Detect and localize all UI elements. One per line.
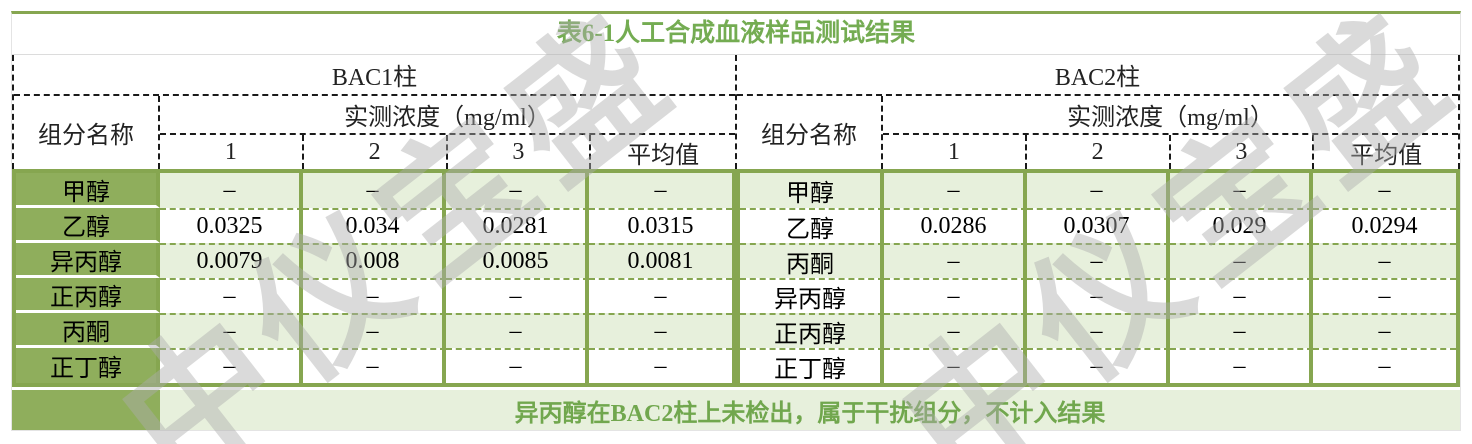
value-cell: – (1313, 278, 1456, 313)
subcol-header-3: 3 (448, 135, 592, 169)
value-cell: 0.0081 (589, 243, 732, 278)
value-cell: – (303, 278, 446, 313)
value-cell: 0.0085 (446, 243, 589, 278)
component-name-cell: 正丙醇 (740, 313, 884, 348)
value-cell: – (446, 348, 589, 383)
value-cell: – (1170, 313, 1313, 348)
subcol-header-2: 2 (304, 135, 448, 169)
value-cell: 0.0079 (160, 243, 303, 278)
value-cell: – (446, 278, 589, 313)
component-name-cell: 乙醇 (740, 208, 884, 243)
component-name-cell: 正丁醇 (740, 348, 884, 383)
value-cell: – (446, 313, 589, 348)
value-cell: – (1313, 243, 1456, 278)
subcol-header-1: 1 (160, 135, 304, 169)
value-cell: – (1027, 348, 1170, 383)
value-cell: 0.0281 (446, 208, 589, 243)
value-cell: 0.029 (1170, 208, 1313, 243)
value-cell: – (884, 243, 1027, 278)
value-cell: – (160, 278, 303, 313)
value-cell: – (589, 173, 732, 208)
table-title: 表6-1人工合成血液样品测试结果 (12, 14, 1460, 55)
bac1-data-grid: 甲醇 – – – – 乙醇 0.0325 0.034 0.0281 0.0315… (12, 169, 736, 387)
value-cell: – (1027, 243, 1170, 278)
value-cell: – (589, 278, 732, 313)
footnote-text: 异丙醇在BAC2柱上未检出，属于干扰组分，不计入结果 (160, 390, 1460, 430)
component-name-cell: 甲醇 (740, 173, 884, 208)
value-cell: – (589, 348, 732, 383)
subcol-header-1: 1 (883, 135, 1027, 169)
value-cell: – (589, 313, 732, 348)
table-body: 甲醇 – – – – 乙醇 0.0325 0.034 0.0281 0.0315… (12, 169, 1460, 387)
bac1-column-title: BAC1柱 (14, 55, 735, 96)
value-cell: – (1313, 313, 1456, 348)
value-cell: – (303, 348, 446, 383)
value-cell: 0.0325 (160, 208, 303, 243)
value-cell: 0.0286 (884, 208, 1027, 243)
component-name-cell: 甲醇 (16, 173, 160, 208)
value-cell: – (1170, 278, 1313, 313)
subcol-header-avg: 平均值 (627, 142, 700, 169)
component-name-cell: 正丙醇 (16, 278, 160, 313)
table-header: BAC1柱 组分名称 实测浓度（mg/ml） 1 2 3 平均值 BAC2柱 组… (12, 55, 1460, 169)
subcol-header-3: 3 (1171, 135, 1315, 169)
value-cell: – (303, 173, 446, 208)
component-name-cell: 异丙醇 (740, 278, 884, 313)
value-cell: 0.034 (303, 208, 446, 243)
component-name-cell: 正丁醇 (16, 348, 160, 383)
value-cell: – (1170, 173, 1313, 208)
value-cell: – (1027, 278, 1170, 313)
value-cell: 0.0294 (1313, 208, 1456, 243)
value-cell: – (160, 313, 303, 348)
bac1-header-section: BAC1柱 组分名称 实测浓度（mg/ml） 1 2 3 平均值 (14, 55, 737, 169)
component-name-cell: 异丙醇 (16, 243, 160, 278)
component-name-cell: 丙酮 (16, 313, 160, 348)
value-cell: – (160, 348, 303, 383)
bac2-data-grid: 甲醇 – – – – 乙醇 0.0286 0.0307 0.029 0.0294… (736, 169, 1460, 387)
value-cell: – (884, 173, 1027, 208)
value-cell: – (884, 348, 1027, 383)
value-cell: – (1170, 348, 1313, 383)
subcol-header-2: 2 (1027, 135, 1171, 169)
value-cell: – (884, 313, 1027, 348)
value-cell: 0.0315 (589, 208, 732, 243)
component-name-cell: 丙酮 (740, 243, 884, 278)
value-cell: – (884, 278, 1027, 313)
concentration-header: 实测浓度（mg/ml） (160, 96, 735, 135)
value-cell: – (1027, 173, 1170, 208)
value-cell: – (1027, 313, 1170, 348)
value-cell: – (1313, 173, 1456, 208)
component-name-header: 组分名称 (737, 96, 883, 169)
subcol-header-avg: 平均值 (1350, 142, 1423, 169)
component-name-cell: 乙醇 (16, 208, 160, 243)
value-cell: – (1170, 243, 1313, 278)
results-table: 表6-1人工合成血液样品测试结果 BAC1柱 组分名称 实测浓度（mg/ml） … (11, 11, 1461, 431)
footnote-row: 异丙醇在BAC2柱上未检出，属于干扰组分，不计入结果 (12, 390, 1460, 430)
bac2-column-title: BAC2柱 (737, 55, 1458, 96)
concentration-header: 实测浓度（mg/ml） (883, 96, 1458, 135)
value-cell: – (160, 173, 303, 208)
component-name-header: 组分名称 (14, 96, 160, 169)
footnote-spacer-block (12, 390, 160, 430)
value-cell: – (303, 313, 446, 348)
value-cell: 0.008 (303, 243, 446, 278)
value-cell: – (446, 173, 589, 208)
bac2-header-section: BAC2柱 组分名称 实测浓度（mg/ml） 1 2 3 平均值 (737, 55, 1460, 169)
value-cell: – (1313, 348, 1456, 383)
value-cell: 0.0307 (1027, 208, 1170, 243)
